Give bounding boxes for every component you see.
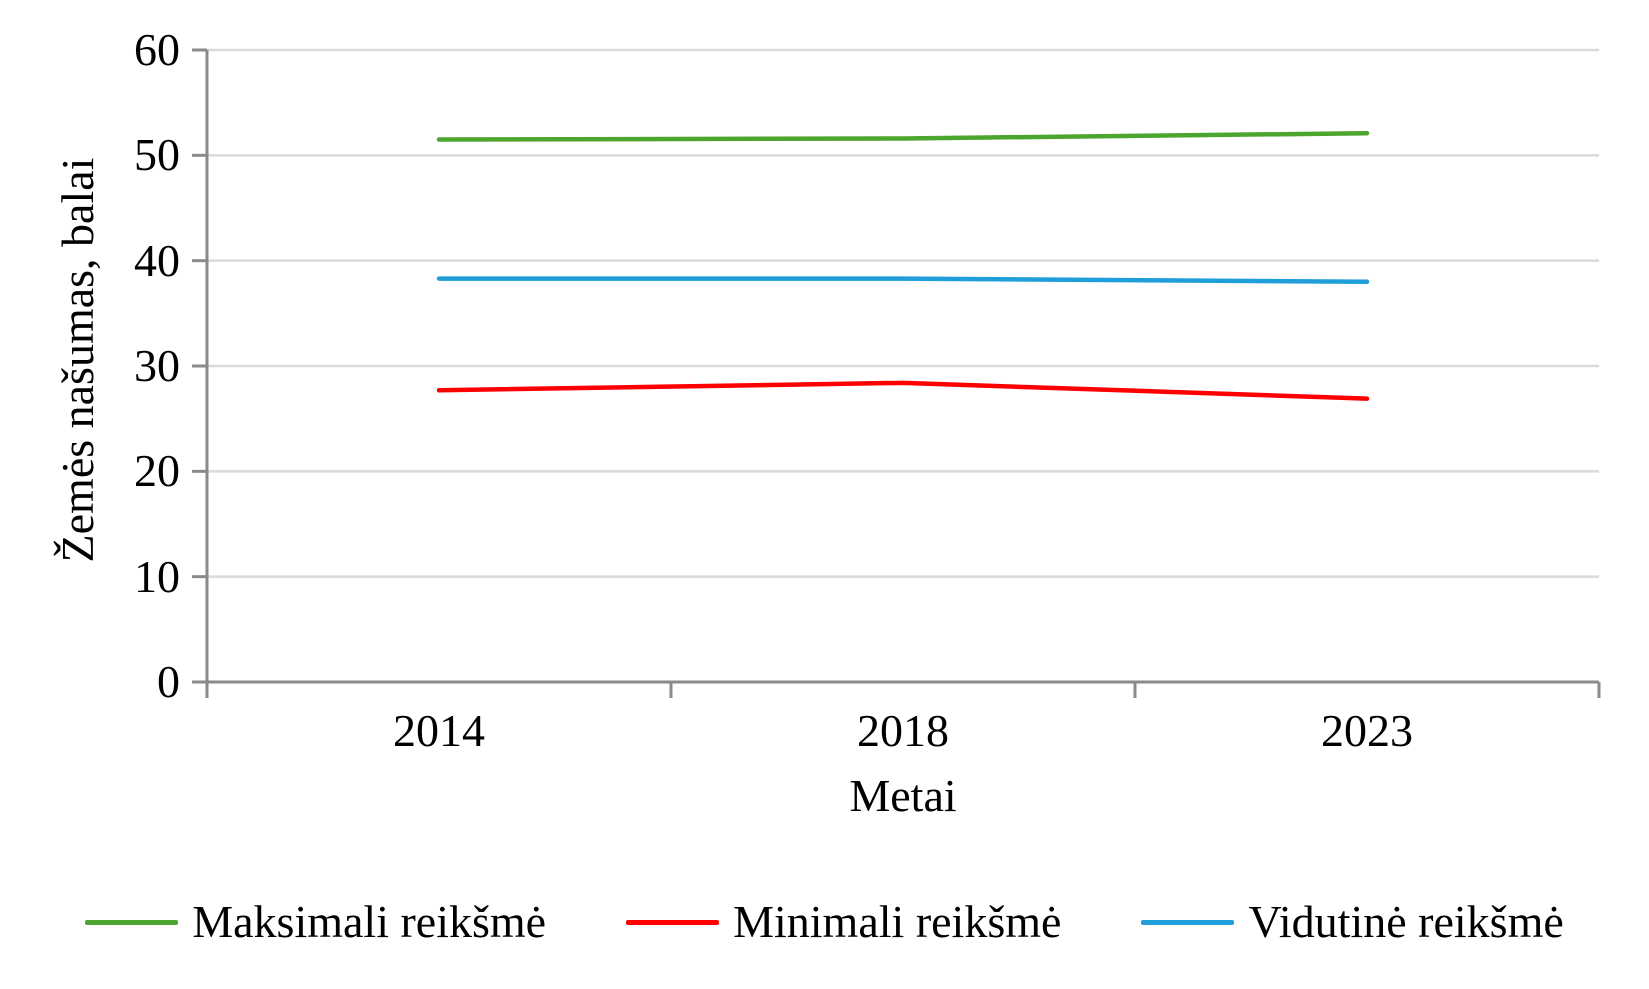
legend-line-swatch-blue bbox=[1141, 919, 1235, 925]
legend: Maksimali reikšmė Minimali reikšmė Vidut… bbox=[0, 893, 1649, 951]
y-tick-label-40: 40 bbox=[134, 235, 180, 286]
y-tick-label-60: 60 bbox=[134, 24, 180, 75]
y-tick-label-0: 0 bbox=[157, 656, 180, 707]
x-tick-label-2018: 2018 bbox=[857, 705, 949, 756]
x-axis-title: Metai bbox=[849, 770, 957, 821]
legend-item-maksimali: Maksimali reikšmė bbox=[85, 897, 546, 947]
legend-line-swatch-red bbox=[626, 919, 720, 925]
legend-label: Maksimali reikšmė bbox=[192, 896, 547, 947]
y-tick-label-10: 10 bbox=[134, 551, 180, 602]
y-tick-label-50: 50 bbox=[134, 129, 180, 180]
legend-label: Minimali reikšmė bbox=[733, 896, 1062, 947]
x-tick-label-2023: 2023 bbox=[1321, 705, 1413, 756]
legend-item-minimali: Minimali reikšmė bbox=[626, 897, 1061, 947]
legend-item-vidutine: Vidutinė reikšmė bbox=[1141, 896, 1564, 947]
y-tick-label-30: 30 bbox=[134, 340, 180, 391]
legend-label: Vidutinė reikšmė bbox=[1248, 896, 1564, 947]
x-tick-label-2014: 2014 bbox=[393, 705, 485, 756]
y-tick-label-20: 20 bbox=[134, 445, 180, 496]
legend-line-swatch-green bbox=[85, 919, 179, 925]
y-axis-title: Žemės našumas, balai bbox=[52, 157, 103, 563]
